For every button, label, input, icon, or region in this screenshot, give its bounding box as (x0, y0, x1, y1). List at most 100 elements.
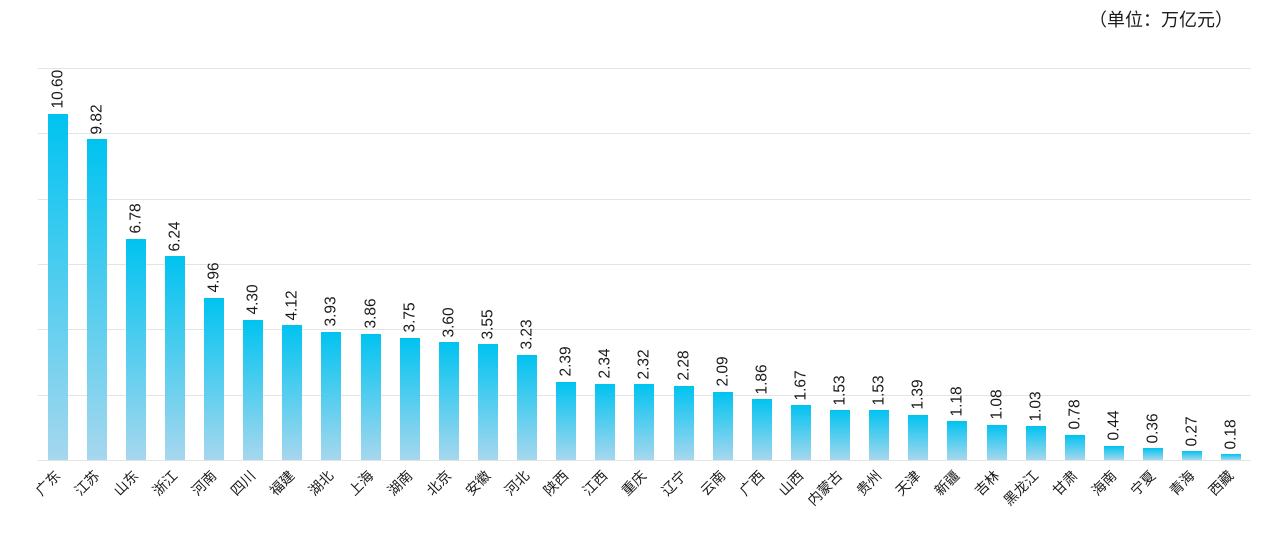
bar-value-label: 4.30 (244, 284, 262, 315)
bar-value-label: 3.60 (440, 307, 458, 338)
x-axis-label: 山西 (775, 467, 807, 499)
bar-column: 3.75 湖南 (384, 68, 429, 499)
gridline (38, 264, 1251, 265)
bar-column: 3.23 河北 (501, 68, 547, 499)
bar-value-label: 4.12 (283, 290, 301, 321)
bar-column: 2.09 云南 (697, 68, 742, 499)
unit-label: （单位：万亿元） (1089, 10, 1233, 30)
bar (86, 139, 107, 460)
x-axis-label: 广西 (736, 467, 768, 499)
bar-column: 1.53 贵州 (853, 68, 899, 499)
x-axis-label: 江苏 (70, 467, 103, 499)
x-axis-label: 上海 (344, 467, 376, 499)
bar-column: 2.28 辽宁 (658, 68, 703, 499)
x-axis-label: 辽宁 (657, 467, 689, 499)
bar-value-label: 2.28 (675, 350, 693, 381)
bar-column: 4.30 四川 (227, 68, 273, 499)
bar-column: 10.60 广东 (32, 68, 77, 499)
bar (986, 424, 1007, 460)
gridline (38, 68, 1251, 69)
bar-column: 1.86 广西 (736, 68, 781, 499)
x-axis-label: 西藏 (1205, 467, 1237, 499)
bar-value-label: 2.34 (596, 348, 614, 379)
gridline (38, 329, 1251, 331)
bar-value-label: 1.39 (909, 379, 927, 410)
bar-value-label: 1.08 (988, 389, 1006, 420)
bar-column: 1.53 内蒙古 (804, 68, 860, 508)
bar (595, 383, 616, 460)
bar-value-label: 3.86 (362, 298, 380, 329)
x-axis-label: 内蒙古 (804, 467, 846, 509)
bar-column: 0.36 宁夏 (1127, 68, 1173, 499)
bar-column: 1.08 吉林 (971, 68, 1016, 499)
bar-column: 0.78 甘肃 (1049, 68, 1094, 499)
x-axis-label: 河北 (501, 467, 533, 499)
bar-value-label: 0.18 (1222, 418, 1240, 450)
x-axis-label: 山东 (110, 467, 142, 499)
x-axis-label: 宁夏 (1127, 467, 1159, 499)
bar (1025, 426, 1046, 460)
bar-column: 3.86 上海 (345, 68, 390, 499)
bar-column: 1.67 山西 (775, 68, 820, 499)
x-axis-label: 河南 (188, 467, 220, 499)
bar-column: 1.03 黑龙江 (1000, 68, 1055, 508)
bar-value-label: 1.53 (831, 374, 849, 406)
x-axis-label: 海南 (1088, 467, 1120, 499)
bar-value-label: 2.32 (635, 349, 653, 380)
bar (282, 325, 303, 460)
x-axis-label: 新疆 (931, 467, 963, 499)
bar (477, 344, 498, 460)
bar-column: 3.93 湖北 (306, 68, 351, 499)
bar-value-label: 1.53 (870, 374, 888, 406)
bar (712, 391, 733, 460)
bar-value-label: 2.09 (714, 356, 732, 387)
bar-column: 1.18 新疆 (932, 68, 977, 499)
bar-value-label: 1.03 (1027, 391, 1045, 422)
plot-area: 10.60 广东 9.82 江苏 6.78 山东 6.24 浙江 4.96 河南… (32, 68, 1251, 508)
bar-value-label: 9.82 (88, 104, 106, 135)
bar-column: 9.82 江苏 (71, 68, 116, 499)
x-axis-label: 青海 (1166, 467, 1198, 499)
bar-value-label: 1.86 (753, 364, 771, 395)
bar (634, 384, 655, 460)
bar-column: 1.39 天津 (893, 68, 938, 499)
bar (1103, 445, 1124, 460)
x-axis-label: 黑龙江 (1000, 467, 1042, 509)
bar (1143, 448, 1164, 460)
bar-value-label: 4.96 (205, 262, 223, 293)
bar (556, 381, 577, 460)
bar (830, 410, 851, 460)
bar-value-label: 0.27 (1183, 416, 1201, 447)
x-axis-label: 广东 (31, 467, 63, 499)
bar-column: 4.96 河南 (188, 68, 234, 499)
x-axis-label: 吉林 (970, 467, 1002, 499)
bar (947, 421, 968, 460)
x-axis-label: 贵州 (853, 467, 885, 499)
x-axis-label: 安徽 (462, 467, 494, 499)
gridline (38, 198, 1251, 200)
bar-value-label: 0.44 (1105, 410, 1123, 441)
bar-value-label: 2.39 (557, 346, 575, 377)
bar-column: 2.34 江西 (580, 68, 625, 499)
bar (908, 414, 929, 460)
bar (1182, 451, 1203, 460)
bar-column: 6.24 浙江 (149, 68, 194, 499)
bar-column: 2.32 重庆 (619, 68, 664, 499)
x-axis-label: 湖北 (305, 467, 337, 499)
bar-value-label: 0.78 (1066, 399, 1084, 430)
bar-value-label: 3.23 (518, 319, 536, 350)
bar (438, 342, 459, 460)
x-axis-label: 北京 (423, 467, 455, 499)
bar-value-label: 3.75 (401, 302, 419, 333)
x-axis-label: 江西 (579, 467, 611, 499)
x-axis-label: 浙江 (149, 467, 181, 499)
x-axis-label: 天津 (892, 467, 924, 499)
bar-value-label: 0.36 (1144, 413, 1162, 444)
bar-value-label: 6.24 (166, 221, 184, 252)
bar-value-label: 3.93 (322, 296, 340, 327)
bar-column: 0.27 青海 (1166, 68, 1212, 499)
bar (517, 354, 538, 460)
bar (751, 399, 772, 460)
gridline (38, 133, 1251, 135)
